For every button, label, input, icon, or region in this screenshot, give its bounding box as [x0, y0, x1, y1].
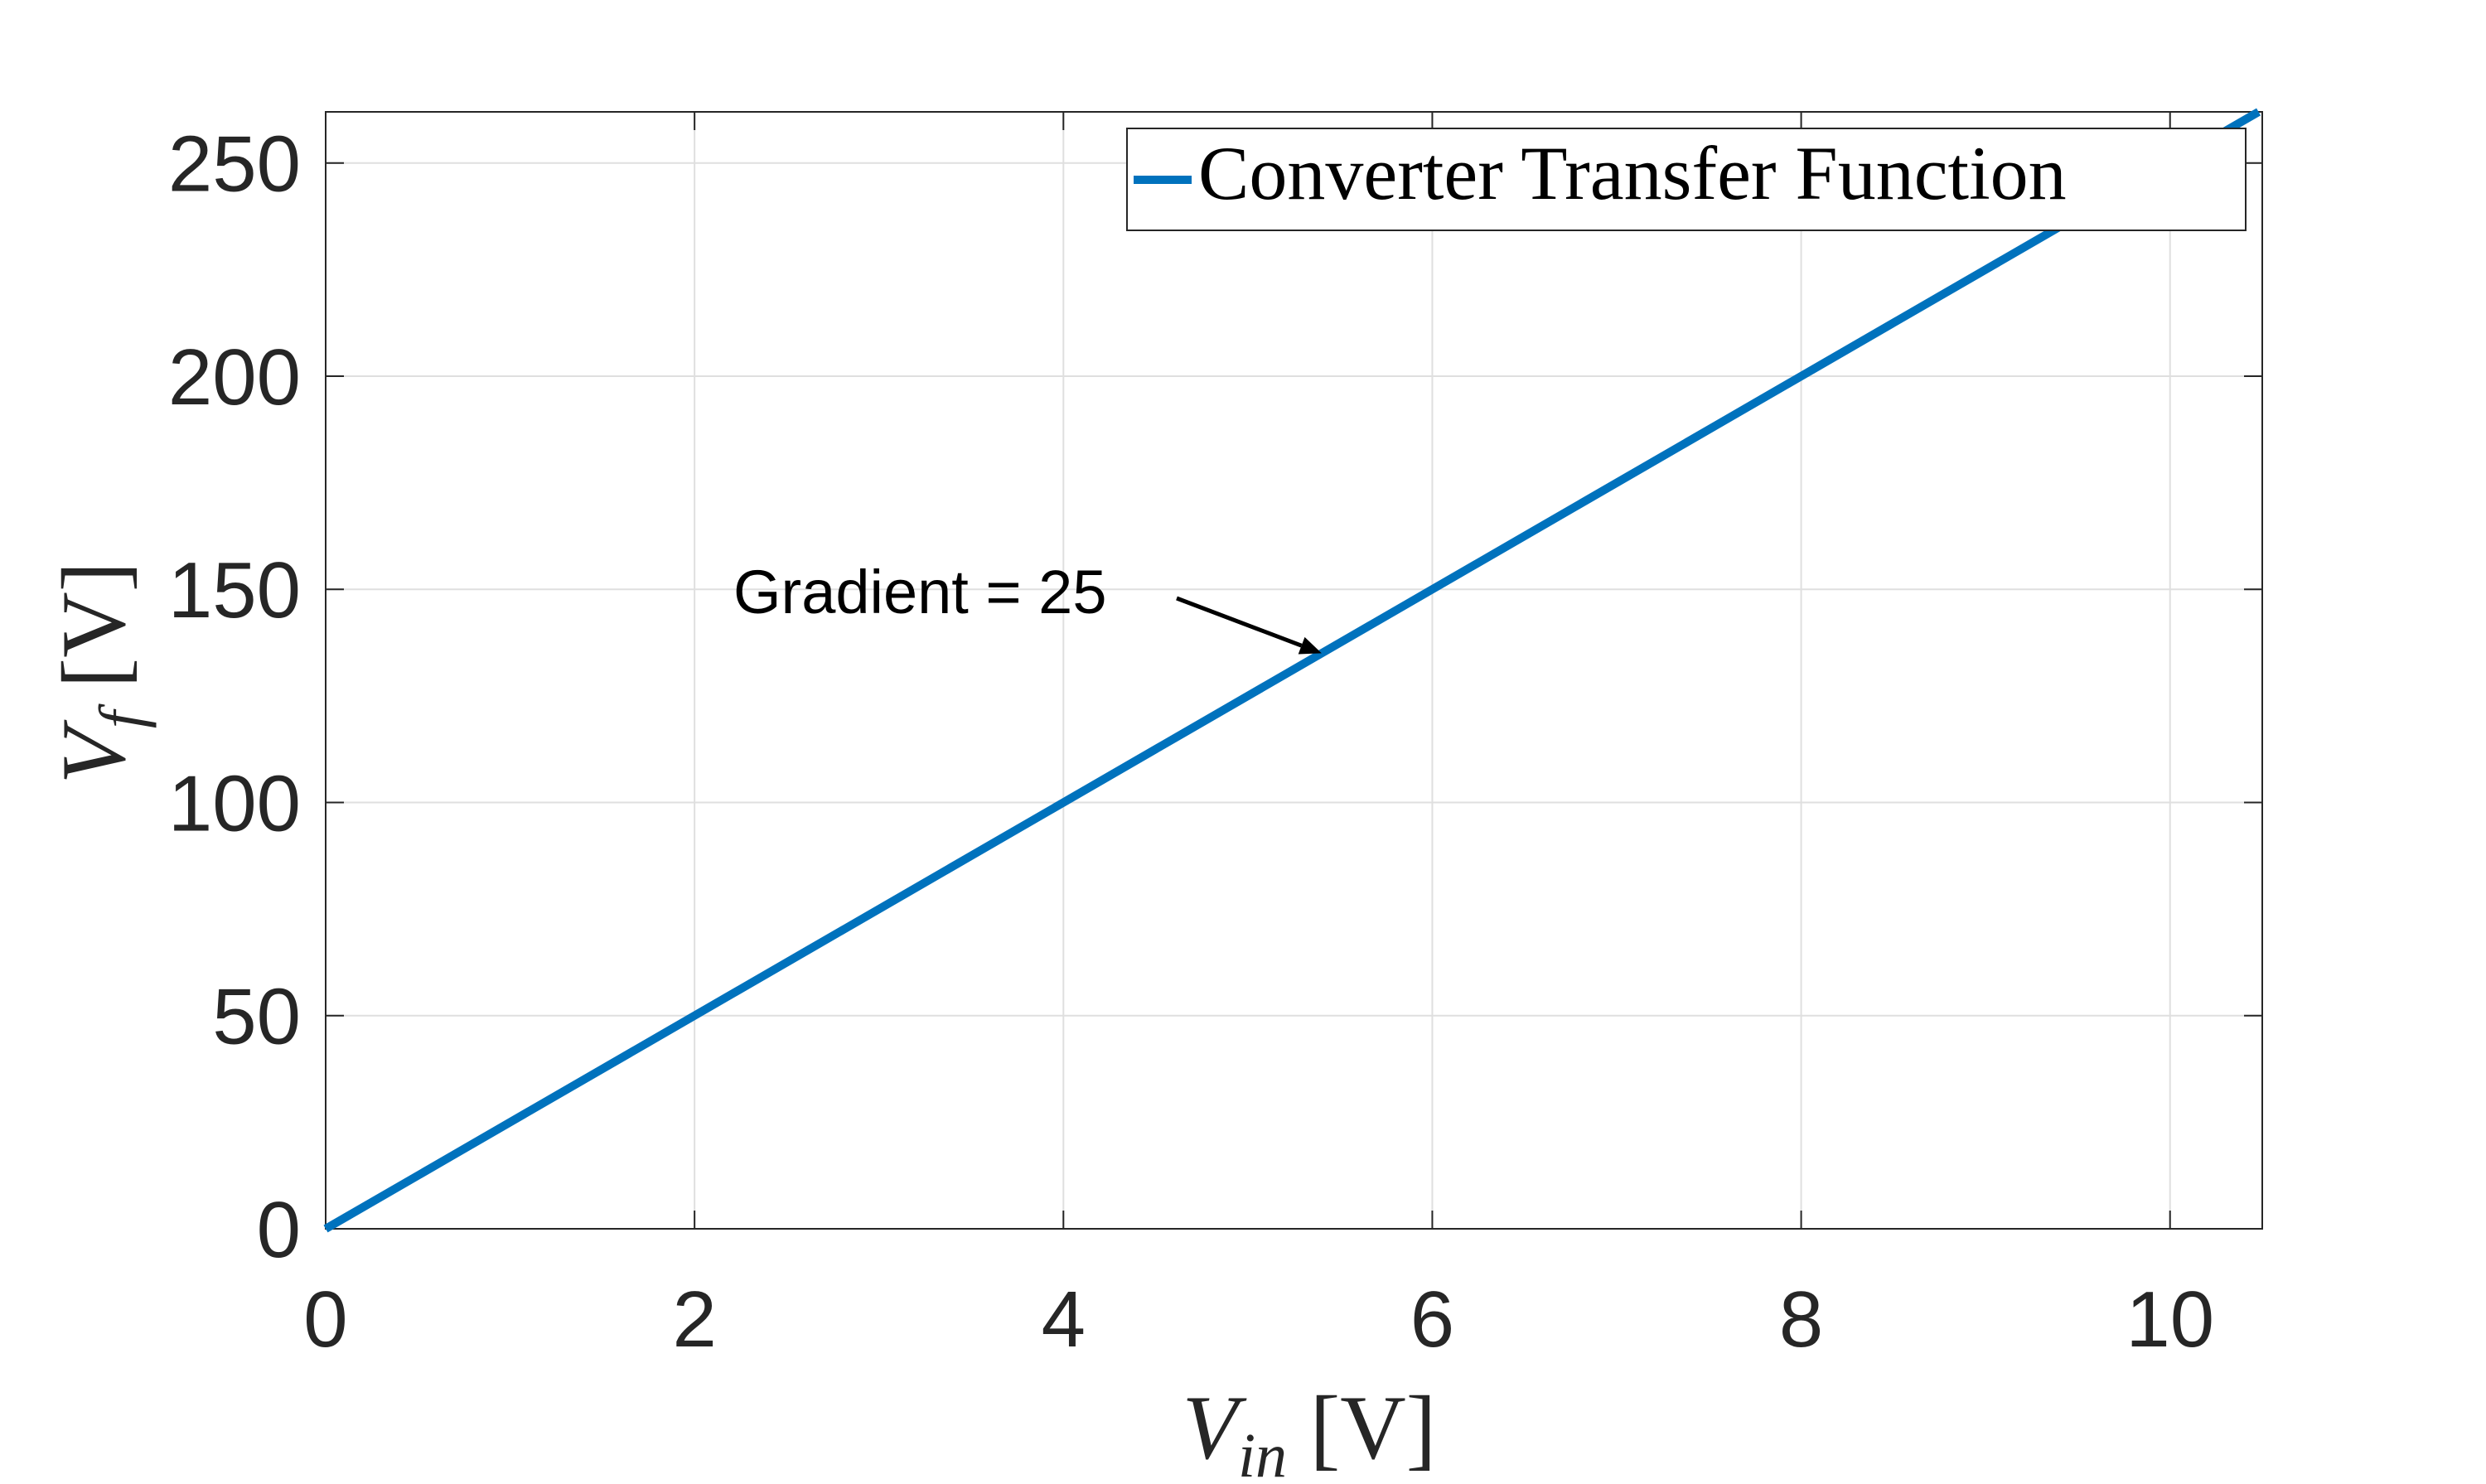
y-axis-label-var: V	[43, 719, 144, 784]
x-tick-labels: 0 2 4 6 8 10	[303, 1275, 2214, 1364]
annotation: Gradient = 25	[733, 558, 1322, 655]
x-axis-label-sub: in	[1238, 1421, 1287, 1484]
x-tick-label: 2	[672, 1275, 716, 1364]
y-axis-label-unit: [V]	[43, 562, 144, 711]
y-tick-label: 250	[168, 120, 301, 209]
y-tick-labels: 0 50 100 150 200 250	[168, 120, 301, 1274]
x-axis-label-var: V	[1183, 1377, 1247, 1478]
x-tick-label: 8	[1779, 1275, 1823, 1364]
annotation-arrow-shaft	[1176, 596, 1303, 648]
y-tick-label: 150	[168, 546, 301, 635]
y-tick-label: 100	[168, 759, 301, 848]
annotation-arrow-head	[1298, 636, 1322, 655]
y-tick-label: 0	[257, 1186, 301, 1274]
plot-area-frame	[325, 111, 2263, 1230]
legend-box	[1126, 128, 2247, 231]
series-line-converter-transfer-function	[323, 108, 2261, 1233]
x-axis-label-unit: [V]	[1287, 1377, 1436, 1478]
x-tick-label: 10	[2126, 1275, 2214, 1364]
y-tick-label: 200	[168, 333, 301, 422]
y-tick-label: 50	[212, 973, 301, 1061]
x-tick-label: 4	[1042, 1275, 1086, 1364]
y-axis-label: Vf [V]	[43, 562, 157, 785]
x-tick-label: 6	[1410, 1275, 1454, 1364]
annotation-label: Gradient = 25	[733, 558, 1106, 626]
legend-entry-label: Converter Transfer Function	[1198, 131, 2067, 215]
legend: Converter Transfer Function	[1126, 128, 2247, 231]
x-tick-label: 0	[303, 1275, 347, 1364]
x-axis-label: Vin [V]	[1183, 1377, 1437, 1484]
